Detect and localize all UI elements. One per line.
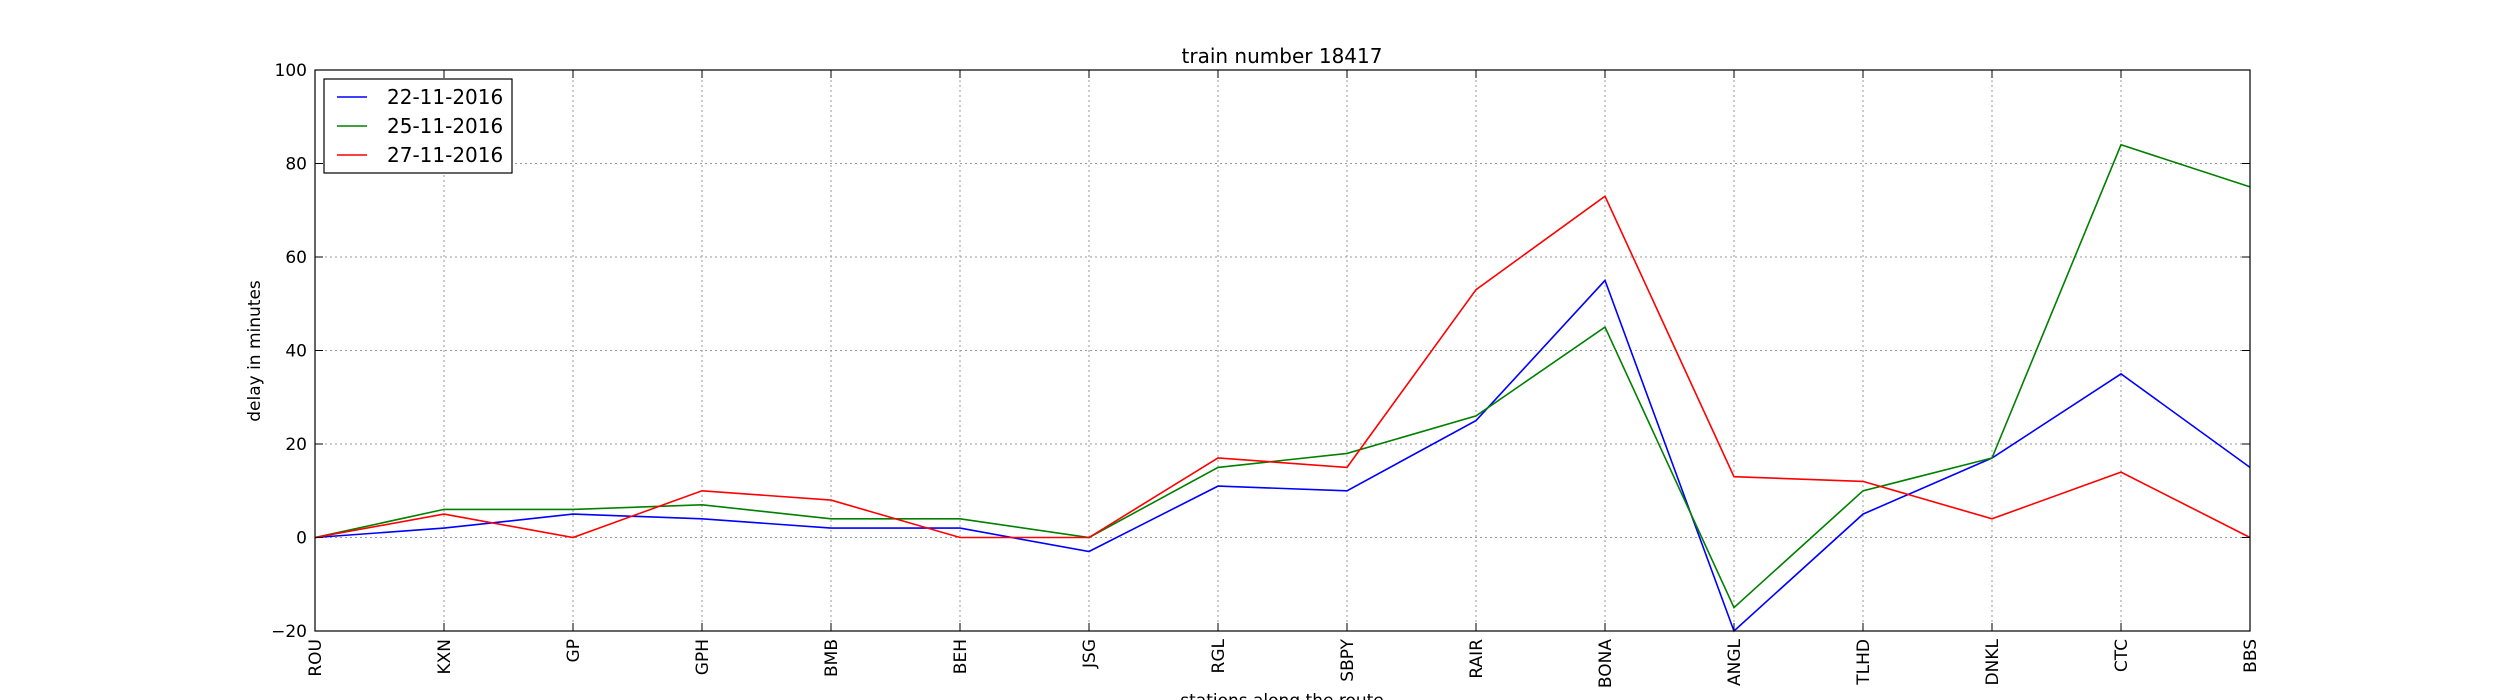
y-tick-label: 60: [285, 248, 307, 268]
chart-title: train number 18417: [1182, 44, 1383, 68]
x-tick-label: ROU: [306, 639, 326, 677]
y-tick-label: 100: [275, 61, 307, 81]
series-line-25-11-2016: [314, 143, 2251, 609]
x-tick-label: JSG: [1080, 639, 1100, 669]
x-tick-label: CTC: [2112, 639, 2132, 672]
series-line-22-11-2016: [314, 278, 2251, 633]
legend-label: 25-11-2016: [387, 114, 503, 138]
y-tick-label: 0: [296, 529, 307, 549]
x-tick-label: BEH: [951, 639, 971, 674]
x-tick-label: SBPY: [1338, 638, 1358, 681]
x-tick-label: ANGL: [1725, 638, 1745, 686]
x-tick-label: GP: [564, 639, 584, 662]
y-tick-labels: −20 0 20 40 60 80 100: [271, 61, 307, 642]
legend-label: 22-11-2016: [387, 85, 503, 109]
grid-lines: [314, 69, 2251, 632]
series-lines: [314, 143, 2251, 633]
y-tick-label: −20: [271, 622, 307, 642]
x-tick-label: GPH: [693, 639, 713, 675]
x-tick-label: BBS: [2241, 639, 2261, 673]
x-tick-label: RAIR: [1467, 639, 1487, 679]
x-tick-label: BONA: [1596, 639, 1616, 688]
x-tick-label: DNKL: [1983, 638, 2003, 685]
x-axis-title: stations along the route: [1180, 691, 1384, 700]
x-tick-labels: ROU KXN GP GPH BMB BEH JSG RGL SBPY RAIR BONA ANGL T…: [306, 638, 2261, 688]
legend-label: 27-11-2016: [387, 143, 503, 167]
x-tick-label: BMB: [822, 639, 842, 677]
x-tick-label: TLHD: [1854, 639, 1874, 686]
y-tick-label: 20: [285, 435, 307, 455]
legend: 22-11-2016 25-11-2016 27-11-2016: [323, 78, 513, 174]
series-line-27-11-2016: [314, 194, 2251, 539]
x-tick-label: KXN: [435, 639, 455, 675]
y-axis-title: delay in minutes: [245, 280, 265, 422]
y-tick-label: 40: [285, 342, 307, 362]
x-tick-label: RGL: [1209, 638, 1229, 673]
y-tick-label: 80: [285, 155, 307, 175]
axis-ticks: [314, 69, 2251, 632]
